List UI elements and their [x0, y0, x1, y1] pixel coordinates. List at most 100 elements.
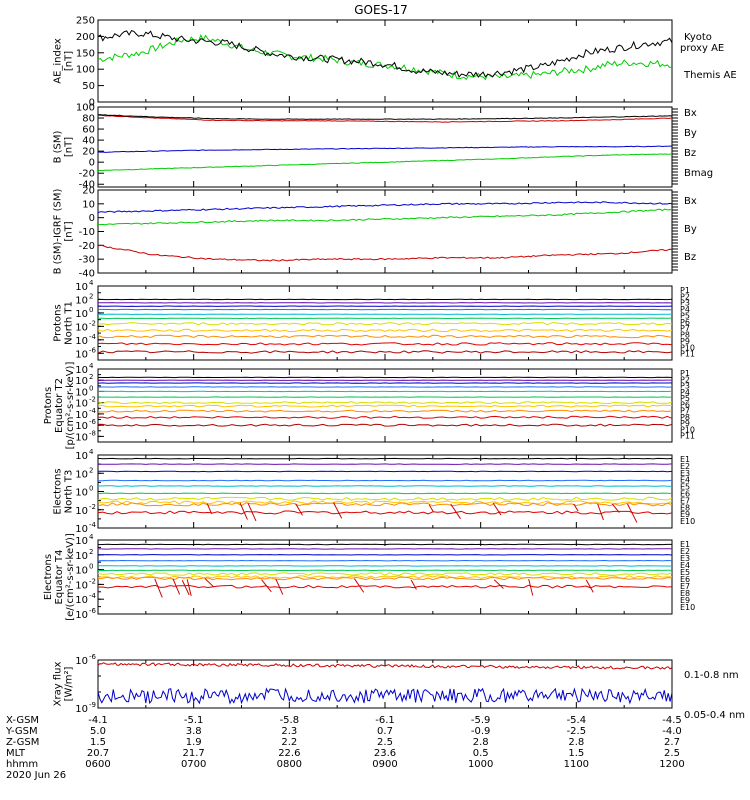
dropout-mark [154, 578, 163, 598]
y-tick-label: 250 [76, 16, 95, 27]
ephemeris-value: 0.5 [473, 748, 489, 759]
y-tick-label: 10 [75, 309, 88, 320]
dropout-mark [428, 504, 434, 512]
y-tick-exponent: -2 [89, 396, 96, 404]
y-tick-exponent: -2 [89, 319, 96, 327]
y-tick-label: 0 [89, 98, 95, 109]
legend-e6: E6 [680, 490, 690, 499]
dropout-mark [172, 578, 181, 595]
y-tick-exponent: -8 [89, 429, 96, 437]
series-line-bz [97, 114, 673, 123]
series-line-e1 [97, 543, 672, 546]
y-tick-label: 10 [75, 387, 88, 398]
panel-pe: Protons Equator T2 [p/(cm²-s-sr-keV)] 10 410… [43, 362, 695, 450]
ephemeris-value: -5.1 [184, 715, 204, 726]
y-tick-label: 10 [75, 656, 88, 667]
y-tick-exponent: -6 [89, 346, 97, 354]
dropout-mark [186, 579, 192, 596]
y-axis-label: [nT] [64, 221, 75, 241]
y-tick-label: -20 [79, 169, 95, 180]
series-line-bx [97, 201, 673, 214]
y-tick-label: 10 [75, 595, 88, 606]
dropout-mark [275, 578, 284, 595]
ephemeris-value: 5.0 [90, 726, 106, 737]
series-line-themis-ae [97, 29, 673, 78]
ephemeris-value: -4.5 [662, 715, 682, 726]
y-tick-label: 10 [82, 199, 95, 210]
y-tick-exponent: -4 [89, 407, 97, 415]
y-axis-label: Equator T2 [54, 378, 65, 433]
legend-p1: P1 [680, 369, 690, 378]
ephemeris-label: hhmm [6, 759, 38, 770]
y-axis-label: [nT] [64, 137, 75, 157]
dropout-mark [181, 580, 190, 596]
date-label: 2020 Jun 26 [6, 770, 66, 781]
legend-p5: P5 [680, 394, 690, 403]
series-line-e7 [97, 572, 673, 576]
y-tick-label: 10 [75, 451, 88, 462]
ephemeris-value: 0.7 [377, 726, 393, 737]
series-line-p7 [97, 401, 673, 405]
ephemeris-value: -6.1 [375, 715, 395, 726]
legend-p11: P11 [680, 432, 695, 441]
legend-p6: P6 [680, 400, 690, 409]
ephemeris-value: 0600 [85, 759, 110, 770]
legend-e1: E1 [680, 540, 690, 549]
series-line-e10 [97, 510, 673, 515]
series-line-p10 [97, 342, 673, 346]
ephemeris-value: 0800 [277, 759, 302, 770]
y-axis-label: North T3 [64, 470, 75, 514]
y-tick-label: 80 [82, 114, 95, 125]
legend-p1: P1 [680, 286, 690, 295]
dropout-mark [206, 503, 213, 514]
ephemeris-value: -4.0 [662, 726, 682, 737]
y-tick-label: -40 [79, 180, 95, 191]
series-line-xray-short [97, 687, 673, 705]
ephemeris-label: Y-GSM [5, 726, 38, 737]
y-tick-label: -40 [79, 269, 95, 280]
legend-bx: Bx [684, 108, 697, 119]
legend-p6: P6 [680, 318, 690, 327]
dropout-mark [528, 578, 534, 596]
legend-bz: Bz [684, 252, 696, 263]
y-tick-label: 10 [75, 580, 88, 591]
y-tick-exponent: -4 [89, 333, 97, 341]
ephemeris-value: 0900 [372, 759, 397, 770]
ephemeris-value: -5.4 [567, 715, 587, 726]
legend-p3: P3 [680, 299, 690, 308]
y-tick-label: 50 [82, 81, 95, 92]
y-tick-label: 10 [75, 282, 88, 293]
y-axis-label: B (SM) [53, 130, 64, 163]
series-line-kyoto [97, 33, 673, 81]
legend-themis-ae: Themis AE [683, 70, 737, 81]
y-tick-label: 10 [75, 432, 88, 443]
y-tick-label: -10 [79, 227, 95, 238]
legend-e3: E3 [680, 554, 690, 563]
ephemeris-value: 22.6 [278, 748, 300, 759]
legend-bz: Bz [684, 148, 696, 159]
legend-e8: E8 [680, 503, 690, 512]
y-tick-exponent: -6 [89, 607, 97, 615]
series-line-p11 [97, 423, 673, 427]
y-tick-label: 200 [76, 32, 95, 43]
y-tick-label: 20 [82, 147, 95, 158]
y-tick-exponent: -9 [89, 701, 96, 709]
y-axis-label: Electrons [43, 554, 54, 600]
ephemeris-label: MLT [6, 748, 26, 759]
ephemeris-label: X-GSM [6, 715, 39, 726]
legend-e8: E8 [680, 589, 690, 598]
legend-p4: P4 [680, 305, 690, 314]
ephemeris-value: 2.5 [664, 748, 680, 759]
legend-e10: E10 [680, 603, 695, 612]
legend-by: By [684, 224, 697, 235]
y-axis-label: [nT] [64, 51, 75, 71]
legend-e6: E6 [680, 575, 690, 584]
legend-p7: P7 [680, 324, 690, 333]
dropout-mark [204, 578, 214, 588]
ephemeris-value: 20.7 [87, 748, 109, 759]
dropout-mark [450, 503, 461, 519]
y-axis-label: Xray flux [53, 662, 64, 707]
ephemeris-value: -5.9 [471, 715, 491, 726]
